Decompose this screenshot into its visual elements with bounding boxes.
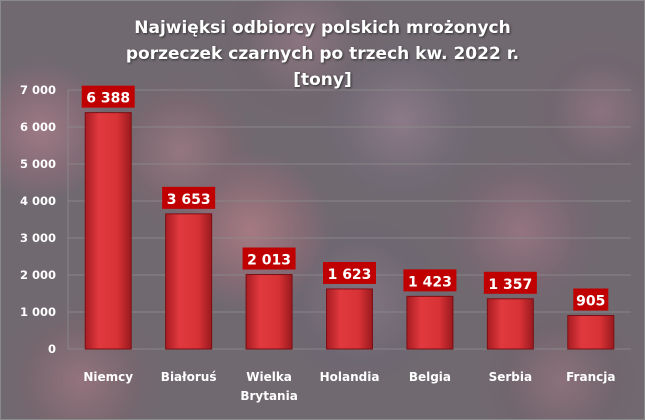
- data-label-box: [483, 271, 537, 294]
- x-tick-label: Wielka: [246, 370, 292, 384]
- data-label: 6 388: [86, 91, 130, 107]
- data-label-box: [162, 186, 216, 209]
- x-tick-label: Brytania: [240, 389, 297, 403]
- data-label: 905: [576, 294, 605, 310]
- bar: [326, 288, 373, 350]
- x-tick-label: Belgia: [409, 370, 451, 384]
- y-tick-label: 2 000: [20, 268, 56, 282]
- x-tick-label: Białoruś: [161, 370, 217, 384]
- x-tick-label: Holandia: [320, 370, 380, 384]
- bar: [84, 112, 132, 350]
- y-tick-label: 5 000: [20, 157, 56, 171]
- data-label-box: [81, 85, 135, 108]
- data-label-box: [403, 269, 457, 292]
- bar: [165, 213, 213, 350]
- y-tick-label: 3 000: [20, 231, 56, 245]
- x-tick-label: Serbia: [489, 370, 533, 384]
- bar: [245, 274, 293, 350]
- data-label: 1 357: [488, 277, 532, 293]
- data-label: 1 623: [328, 267, 372, 283]
- x-tick-label: Francja: [566, 370, 615, 384]
- data-label: 3 653: [167, 192, 211, 208]
- data-label: 1 423: [408, 274, 452, 290]
- bar: [486, 298, 534, 350]
- y-tick-label: 1 000: [20, 305, 56, 319]
- x-tick-label: Niemcy: [83, 370, 133, 384]
- y-tick-label: 0: [48, 342, 56, 356]
- data-label: 2 013: [247, 253, 291, 269]
- data-label-box: [323, 261, 376, 284]
- bar: [567, 315, 615, 350]
- chart-title: Najwięksi odbiorcy polskich mrożonych po…: [125, 18, 520, 90]
- y-tick-label: 7 000: [20, 83, 56, 97]
- data-label-box: [242, 247, 296, 270]
- y-tick-label: 4 000: [20, 194, 56, 208]
- bar: [406, 295, 454, 350]
- y-tick-label: 6 000: [20, 120, 56, 134]
- data-label-box: [573, 288, 609, 311]
